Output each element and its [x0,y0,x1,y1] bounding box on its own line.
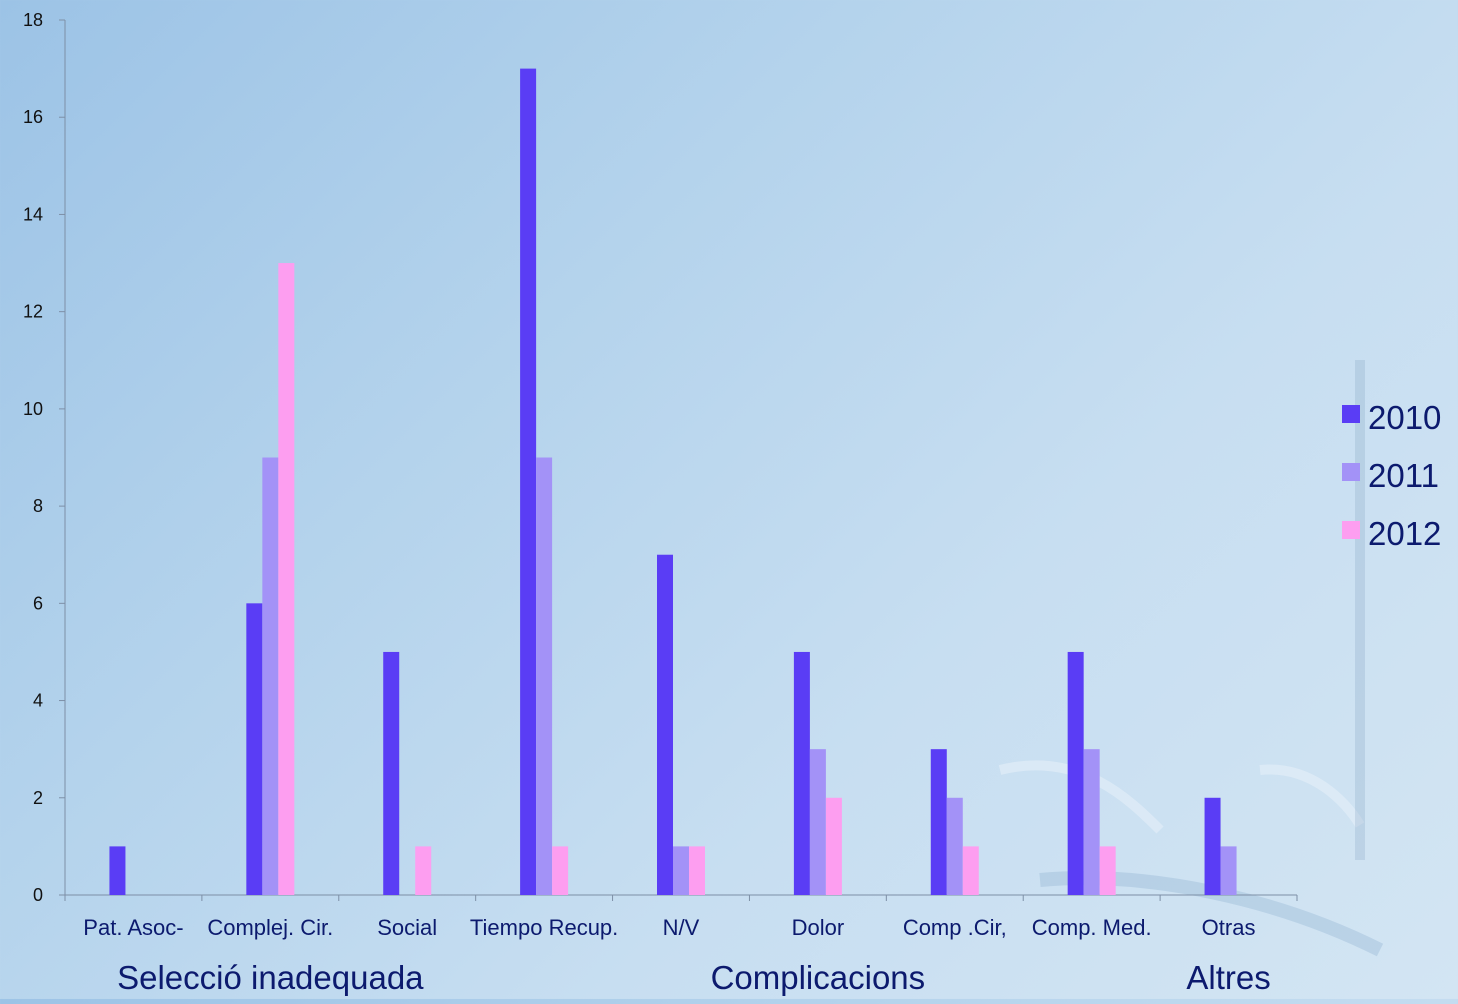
bar-2010 [109,846,126,895]
bar-2012 [962,846,979,895]
bar-2012 [1099,846,1116,895]
bar-2010 [1204,797,1221,895]
legend-swatch-2010 [1342,405,1360,423]
bar-2010 [246,603,263,895]
bar-2012 [415,846,432,895]
bar-2011 [809,749,826,895]
y-tick-label: 12 [23,302,43,322]
x-tick-label: Complej. Cir. [207,915,333,940]
legend-swatch-2012 [1342,521,1360,539]
bar-2012 [552,846,569,895]
y-tick-label: 14 [23,204,43,224]
x-tick-label: Otras [1202,915,1256,940]
bar-2011 [946,797,963,895]
x-tick-label: N/V [663,915,700,940]
x-tick-label: Dolor [792,915,845,940]
bar-2010 [383,651,400,895]
group-label: Selecció inadequada [117,959,424,996]
bar-2010 [1067,651,1084,895]
x-tick-label: Pat. Asoc- [83,915,183,940]
legend-label: 2010 [1368,399,1441,436]
bar-2011 [1220,846,1237,895]
legend-label: 2012 [1368,515,1441,552]
x-tick-label: Tiempo Recup. [470,915,618,940]
y-tick-label: 6 [33,593,43,613]
y-tick-label: 16 [23,107,43,127]
bar-2011 [1083,749,1100,895]
bar-2011 [673,846,689,895]
bar-2012 [278,263,295,895]
bar-2011 [262,457,279,895]
group-label: Altres [1186,959,1270,996]
x-tick-label: Comp .Cir, [903,915,1007,940]
x-tick-label: Social [377,915,437,940]
bar-2011 [536,457,553,895]
bar-2012 [825,797,842,895]
legend-label: 2011 [1368,457,1439,494]
group-label: Complicacions [711,959,926,996]
legend-swatch-2011 [1342,463,1360,481]
y-tick-label: 2 [33,788,43,808]
bar-2010 [520,68,537,896]
x-tick-label: Comp. Med. [1032,915,1152,940]
y-tick-label: 8 [33,496,43,516]
bar-2012 [689,846,705,895]
y-tick-label: 4 [33,691,43,711]
bar-2010 [793,651,810,895]
bar-2010 [930,749,947,895]
y-tick-label: 0 [33,885,43,905]
y-tick-label: 10 [23,399,43,419]
y-tick-label: 18 [23,10,43,30]
bar-2010 [657,554,673,895]
